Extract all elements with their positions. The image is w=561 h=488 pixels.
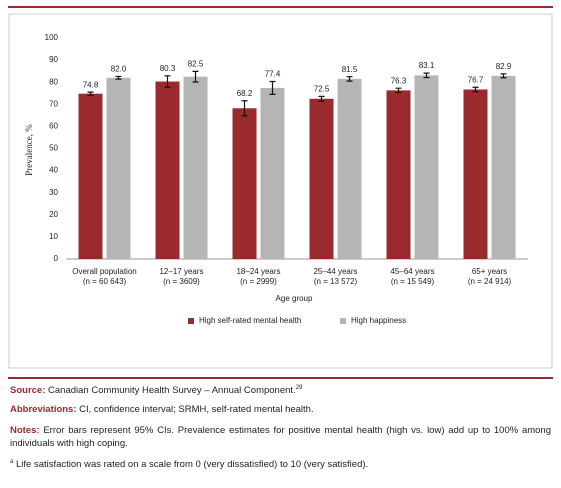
source-ref: 29	[295, 385, 303, 391]
data-label: 81.5	[342, 65, 358, 74]
source-label: Source:	[10, 385, 46, 397]
legend-swatch	[188, 318, 194, 324]
data-label: 82.5	[188, 59, 204, 68]
data-label: 72.5	[314, 84, 330, 93]
data-label: 82.0	[111, 65, 127, 74]
error-bar	[472, 86, 479, 93]
notes: Notes: Error bars represent 95% CIs. Pre…	[10, 424, 551, 450]
x-tick-label: 18–24 years	[236, 267, 280, 276]
error-bar	[395, 87, 402, 94]
source: Source: Canadian Community Health Survey…	[10, 382, 551, 397]
y-tick-label: 90	[49, 55, 58, 64]
x-tick-sublabel: (n = 2999)	[240, 277, 277, 286]
y-tick-label: 60	[49, 122, 58, 131]
x-tick-sublabel: (n = 13 572)	[314, 277, 358, 286]
y-tick-label: 100	[45, 33, 59, 42]
bar	[155, 81, 180, 259]
notes-label: Notes:	[10, 425, 40, 436]
bar	[183, 76, 208, 259]
notes-text: Error bars represent 95% CIs. Prevalence…	[10, 425, 552, 449]
data-label: 76.3	[391, 76, 407, 85]
error-bar	[423, 72, 430, 79]
data-label: 80.3	[160, 64, 176, 73]
y-tick-label: 80	[49, 77, 58, 86]
bar	[337, 78, 362, 259]
footnote-marker: a	[10, 459, 14, 465]
error-bar	[192, 70, 199, 83]
x-tick-label: 12–17 years	[159, 267, 203, 276]
y-axis-label: Prevalence, %	[24, 124, 34, 176]
data-label: 83.1	[419, 61, 435, 70]
abbreviations-label: Abbreviations:	[10, 404, 77, 415]
footnote-text: Life satisfaction was rated on a scale f…	[15, 459, 369, 471]
data-label: 82.9	[496, 62, 512, 71]
x-tick-label: 45–64 years	[390, 267, 434, 276]
chart-frame	[8, 13, 553, 369]
source-text: Canadian Community Health Survey – Annua…	[48, 385, 296, 397]
legend-swatch	[340, 318, 346, 324]
bar	[260, 87, 285, 259]
bar	[463, 89, 488, 259]
y-tick-label: 40	[49, 166, 58, 175]
error-bar	[500, 73, 507, 79]
y-tick-label: 0	[54, 254, 59, 263]
x-axis-label: Age group	[276, 294, 313, 303]
bar	[78, 93, 103, 259]
error-bar	[115, 75, 122, 80]
error-bar	[164, 75, 171, 88]
y-tick-label: 10	[49, 232, 58, 241]
y-tick-label: 70	[49, 99, 58, 108]
footnote: a Life satisfaction was rated on a scale…	[10, 456, 551, 471]
y-tick-label: 30	[49, 188, 58, 197]
error-bar	[346, 76, 353, 82]
x-tick-sublabel: (n = 3609)	[163, 277, 200, 286]
data-label: 74.8	[83, 80, 99, 89]
data-label: 76.7	[468, 75, 484, 84]
x-tick-label: 25–44 years	[313, 267, 357, 276]
x-tick-sublabel: (n = 24 914)	[468, 277, 512, 286]
x-tick-label: 65+ years	[472, 267, 507, 276]
chart: Prevalence, % Age group 0 10 20 30 40 50 60 70 8…	[8, 6, 553, 379]
abbreviations-text: CI, confidence interval; SRMH, self-rate…	[79, 404, 314, 415]
bar	[491, 75, 516, 259]
error-bar	[241, 100, 248, 117]
data-label: 68.2	[237, 89, 253, 98]
error-bar	[269, 80, 276, 95]
bar	[106, 77, 131, 259]
data-label: 77.4	[265, 70, 281, 79]
bar	[309, 98, 334, 260]
bar	[232, 108, 257, 259]
y-tick-label: 50	[49, 144, 58, 153]
bar	[386, 90, 411, 259]
x-tick-sublabel: (n = 15 549)	[391, 277, 435, 286]
x-tick-sublabel: (n = 60 643)	[83, 277, 127, 286]
legend-label: High happiness	[351, 316, 406, 325]
legend-label: High self-rated mental health	[199, 316, 301, 325]
error-bar	[318, 95, 325, 102]
error-bar	[87, 91, 94, 96]
x-tick-label: Overall population	[72, 267, 136, 276]
y-tick-label: 20	[49, 210, 58, 219]
bar	[414, 75, 439, 259]
abbreviations: Abbreviations: CI, confidence interval; …	[10, 403, 551, 416]
